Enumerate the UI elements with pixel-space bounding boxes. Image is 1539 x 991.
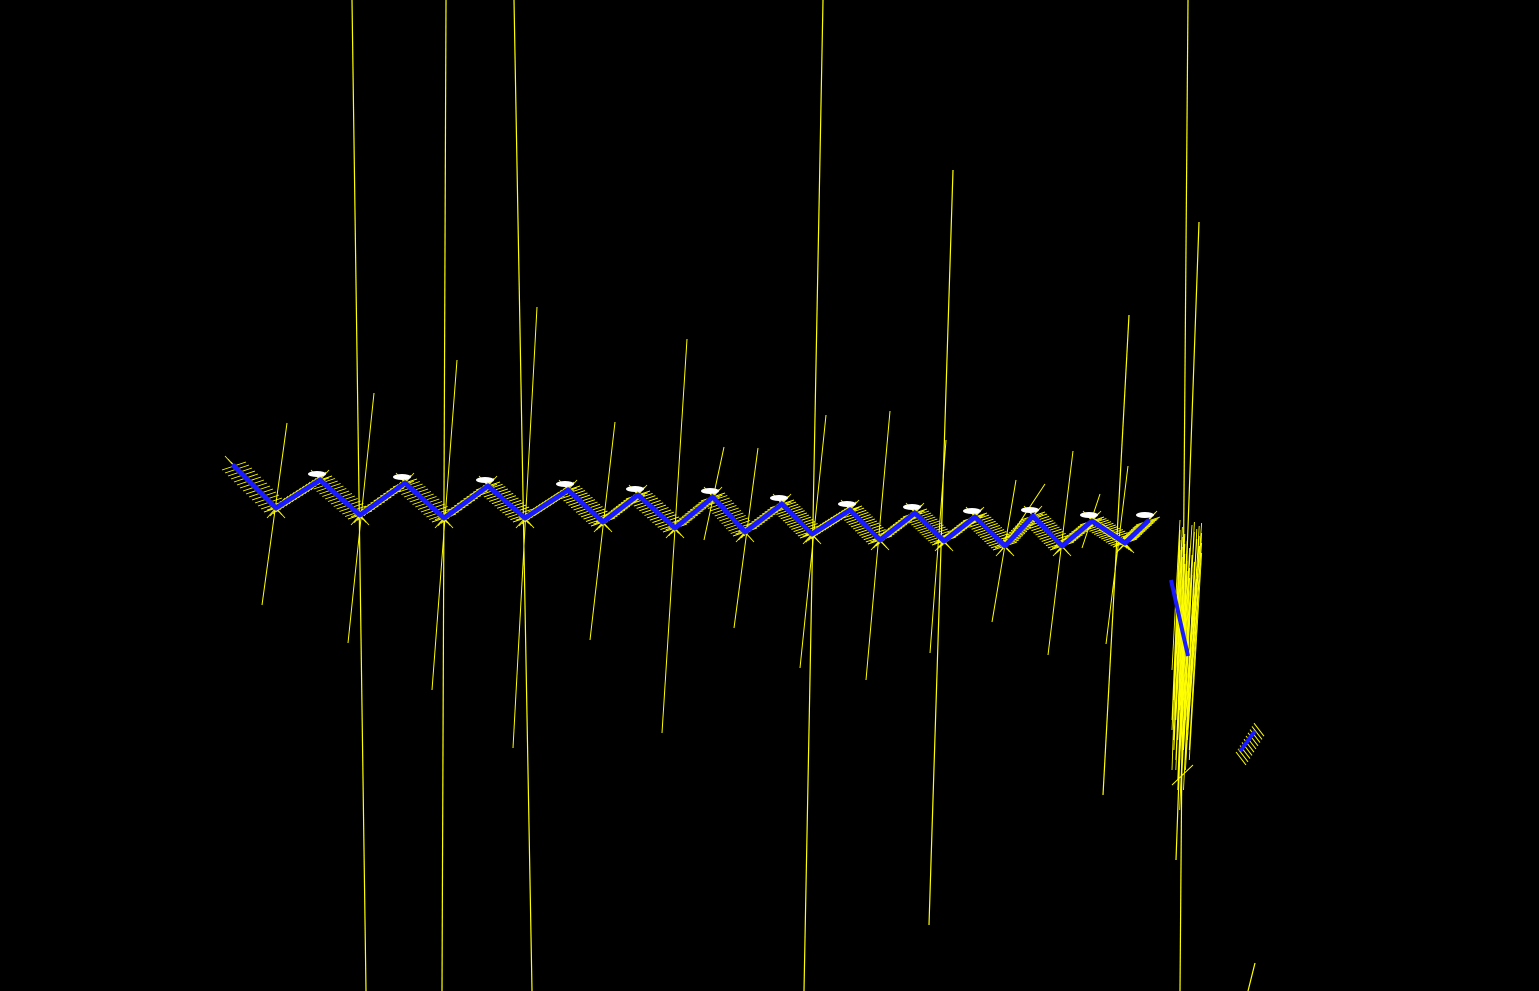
highlight-speck xyxy=(556,481,574,487)
cluster-stroke xyxy=(1177,570,1188,791)
highlight-speck xyxy=(1136,512,1154,518)
cluster-stroke xyxy=(1173,556,1183,751)
cluster-stroke xyxy=(1181,524,1193,681)
normal-line xyxy=(512,306,538,749)
zigzag-curve xyxy=(231,463,1151,549)
normal-line xyxy=(799,414,827,669)
cluster-curve xyxy=(1169,579,1190,657)
normal-line xyxy=(991,479,1017,623)
normal-line xyxy=(1105,465,1129,645)
cluster-stroke xyxy=(1175,563,1186,771)
cluster-stroke xyxy=(1171,549,1181,731)
cluster-stroke xyxy=(1179,567,1191,761)
highlight-speck xyxy=(838,501,856,507)
cluster-stroke xyxy=(1179,577,1191,811)
normal-line xyxy=(1102,314,1130,796)
normal-line xyxy=(929,439,947,654)
highlight-speck xyxy=(701,488,719,494)
highlight-speck xyxy=(1080,512,1098,518)
fragment-stroke xyxy=(1249,729,1261,743)
normal-line xyxy=(928,169,954,926)
normal-line xyxy=(261,422,288,606)
highlight-speck xyxy=(903,504,921,510)
normal-line xyxy=(589,421,616,641)
normal-line xyxy=(1247,962,1256,991)
normal-line xyxy=(661,338,688,734)
cluster-stroke xyxy=(1183,531,1195,701)
medium-normal-lines xyxy=(261,306,1129,749)
normal-line xyxy=(431,359,458,691)
cluster-stroke xyxy=(1171,529,1181,721)
small-isolated-fragment xyxy=(1235,722,1265,766)
normal-line xyxy=(513,0,533,991)
normal-line xyxy=(733,447,759,629)
cluster-stroke xyxy=(1175,553,1186,721)
normal-line xyxy=(865,410,891,681)
fragment-stroke xyxy=(1251,726,1263,740)
normal-line xyxy=(1179,0,1189,991)
cluster-stroke xyxy=(1186,545,1200,741)
right-edge-cluster xyxy=(1169,519,1203,811)
highlight-speck xyxy=(963,508,981,514)
highlight-speck xyxy=(770,495,788,501)
highlight-speck xyxy=(308,471,326,477)
highlight-speck xyxy=(393,474,411,480)
highlight-speck xyxy=(626,486,644,492)
cluster-stroke xyxy=(1188,552,1203,761)
cluster-stroke xyxy=(1173,546,1183,701)
normal-line xyxy=(441,0,447,991)
normal-line xyxy=(351,0,367,991)
cluster-stroke xyxy=(1171,764,1194,786)
fragment-stroke xyxy=(1237,748,1249,763)
peak-highlights xyxy=(308,471,1154,518)
fragment-stroke xyxy=(1253,722,1265,737)
cluster-stroke xyxy=(1177,560,1188,741)
fragment-curve xyxy=(1238,729,1257,753)
normal-line xyxy=(803,0,824,991)
highlight-speck xyxy=(476,477,494,483)
normal-line xyxy=(1047,450,1074,656)
fragment-stroke xyxy=(1235,751,1247,766)
highlight-speck xyxy=(1021,507,1039,513)
cluster-stroke xyxy=(1184,538,1198,721)
long-normal-lines xyxy=(351,0,1256,991)
